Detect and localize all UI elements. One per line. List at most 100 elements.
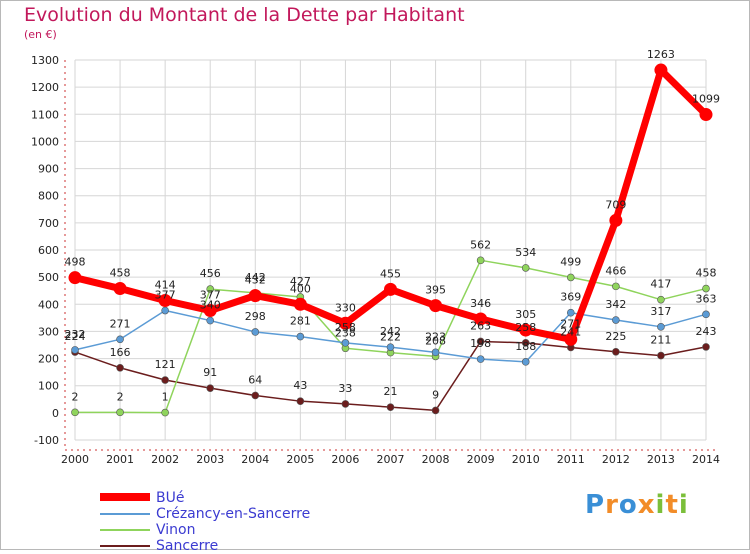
y-tick-label: 1300 bbox=[31, 54, 59, 67]
data-label-0: 1099 bbox=[692, 93, 720, 106]
data-label-3: 241 bbox=[560, 325, 581, 338]
data-label-3: 224 bbox=[65, 330, 86, 343]
data-label-3: 211 bbox=[650, 334, 671, 347]
y-tick-label: 1000 bbox=[31, 135, 59, 148]
data-label-1: 223 bbox=[425, 330, 446, 343]
data-point-1 bbox=[296, 332, 305, 341]
data-point-2 bbox=[702, 284, 710, 293]
data-point-0 bbox=[564, 332, 578, 346]
data-label-2: 427 bbox=[290, 275, 311, 288]
data-label-1: 198 bbox=[470, 337, 491, 350]
data-point-0 bbox=[113, 282, 127, 296]
data-label-3: 243 bbox=[696, 325, 717, 338]
data-label-2: 222 bbox=[380, 331, 401, 344]
y-tick-label: 1100 bbox=[31, 108, 59, 121]
data-point-2 bbox=[612, 282, 620, 291]
data-point-1 bbox=[612, 316, 620, 324]
x-tick-label: 2004 bbox=[241, 453, 269, 466]
data-label-0: 414 bbox=[155, 278, 176, 291]
data-label-3: 21 bbox=[384, 385, 398, 398]
x-tick-label: 2010 bbox=[512, 453, 540, 466]
data-label-0: 271 bbox=[560, 317, 581, 330]
x-tick-label: 2011 bbox=[557, 453, 585, 466]
data-point-0 bbox=[699, 108, 713, 122]
data-label-2: 417 bbox=[650, 278, 671, 291]
data-label-1: 298 bbox=[245, 310, 266, 323]
data-point-3 bbox=[296, 397, 305, 405]
data-label-3: 258 bbox=[515, 321, 536, 334]
x-tick-label: 2014 bbox=[692, 453, 720, 466]
x-tick-label: 2005 bbox=[286, 453, 314, 466]
data-label-2: 442 bbox=[245, 271, 266, 284]
legend-label-sancerre: Sancerre bbox=[156, 538, 219, 554]
data-label-2: 534 bbox=[515, 246, 536, 259]
data-label-2: 499 bbox=[560, 255, 581, 268]
y-tick-label: 900 bbox=[38, 163, 59, 176]
data-label-3: 64 bbox=[248, 373, 262, 386]
data-point-3 bbox=[612, 347, 620, 356]
data-label-3: 225 bbox=[605, 330, 626, 343]
data-point-1 bbox=[116, 335, 124, 344]
legend-item-vinon: Vinon bbox=[100, 522, 420, 538]
legend-item-bue: BUé bbox=[100, 490, 420, 506]
x-tick-label: 2012 bbox=[602, 453, 630, 466]
data-point-0 bbox=[429, 299, 443, 313]
data-label-2: 2 bbox=[117, 390, 124, 403]
data-point-1 bbox=[206, 316, 215, 325]
data-label-2: 238 bbox=[335, 326, 356, 339]
data-label-0: 458 bbox=[110, 267, 131, 280]
chart-title: Evolution du Montant de la Dette par Hab… bbox=[24, 4, 465, 26]
data-point-2 bbox=[566, 273, 575, 282]
data-label-3: 33 bbox=[338, 382, 352, 395]
data-point-1 bbox=[161, 306, 169, 315]
y-tick-label: 500 bbox=[38, 271, 59, 284]
y-tick-label: 100 bbox=[38, 380, 59, 393]
data-point-3 bbox=[657, 351, 665, 360]
data-label-1: 232 bbox=[65, 328, 86, 341]
legend-swatch-bue bbox=[100, 493, 150, 501]
x-tick-label: 2001 bbox=[106, 453, 134, 466]
data-point-3 bbox=[116, 363, 124, 372]
data-label-1: 363 bbox=[696, 292, 717, 305]
data-point-0 bbox=[474, 312, 488, 326]
x-tick-label: 2006 bbox=[331, 453, 359, 466]
legend-item-crezancy: Crézancy-en-Sancerre bbox=[100, 506, 420, 522]
data-label-3: 43 bbox=[293, 379, 307, 392]
data-point-1 bbox=[521, 358, 530, 366]
y-tick-label: 800 bbox=[38, 190, 59, 203]
data-label-2: 466 bbox=[605, 264, 626, 277]
data-point-0 bbox=[338, 316, 352, 330]
x-tick-label: 2003 bbox=[196, 453, 224, 466]
y-tick-label: 1200 bbox=[31, 81, 59, 94]
data-point-0 bbox=[384, 282, 397, 296]
x-tick-label: 2013 bbox=[647, 453, 675, 466]
data-point-0 bbox=[158, 293, 172, 307]
y-tick-label: 700 bbox=[38, 217, 59, 230]
y-tick-label: -100 bbox=[34, 434, 59, 447]
data-point-0 bbox=[203, 304, 217, 318]
legend: BUé Crézancy-en-Sancerre Vinon Sancerre bbox=[100, 490, 420, 554]
data-label-0: 432 bbox=[245, 274, 266, 287]
data-label-3: 166 bbox=[110, 346, 131, 359]
data-label-1: 342 bbox=[605, 298, 626, 311]
data-label-2: 456 bbox=[200, 267, 221, 280]
data-label-3: 121 bbox=[155, 358, 176, 371]
data-point-1 bbox=[476, 355, 485, 363]
data-label-2: 208 bbox=[425, 334, 446, 347]
data-label-0: 1263 bbox=[647, 48, 675, 61]
data-point-1 bbox=[566, 308, 575, 317]
data-point-2 bbox=[161, 408, 169, 417]
data-label-1: 258 bbox=[335, 321, 356, 334]
data-label-3: 263 bbox=[470, 319, 491, 332]
data-point-3 bbox=[521, 339, 530, 347]
data-label-1: 188 bbox=[515, 340, 536, 353]
data-point-0 bbox=[654, 63, 668, 77]
data-point-3 bbox=[431, 406, 440, 415]
data-label-2: 1 bbox=[162, 391, 169, 404]
data-point-3 bbox=[702, 343, 710, 351]
data-point-2 bbox=[657, 295, 665, 304]
x-tick-label: 2008 bbox=[422, 453, 450, 466]
legend-swatch-vinon bbox=[100, 529, 150, 531]
